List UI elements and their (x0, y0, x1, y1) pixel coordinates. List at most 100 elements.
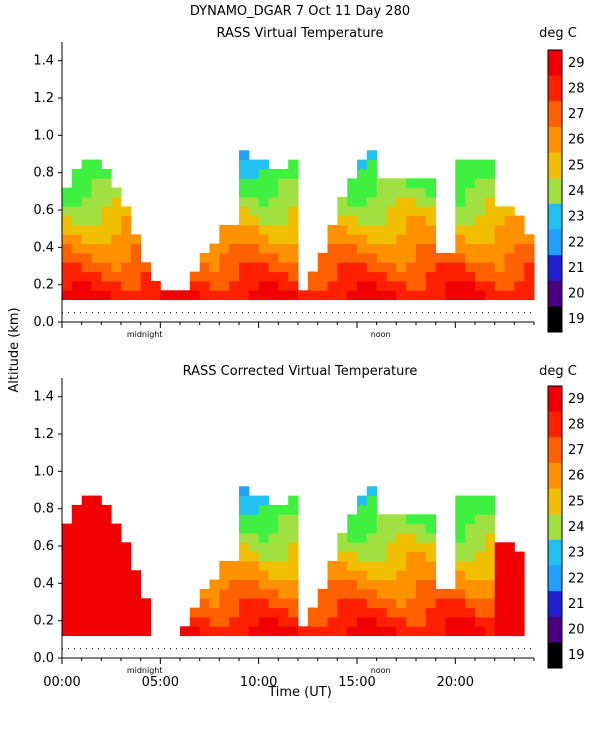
heatmap-cell (91, 159, 102, 170)
heatmap-cell (357, 588, 368, 599)
heatmap-cell (514, 579, 525, 590)
heatmap-cell (189, 271, 201, 282)
heatmap-cell (494, 206, 505, 217)
heatmap-cell (357, 542, 368, 553)
heatmap-cell (514, 224, 525, 235)
colorbar-swatch (548, 75, 562, 102)
heatmap-cell (445, 616, 456, 627)
heatmap-cell (396, 224, 407, 235)
heatmap-cell (71, 215, 83, 226)
heatmap-cell (376, 206, 387, 217)
heatmap-cell (248, 215, 260, 226)
heatmap-cell (278, 262, 289, 273)
heatmap-cell (288, 542, 299, 553)
heatmap-cell (327, 616, 338, 627)
heatmap-cell (435, 280, 446, 291)
heatmap-cell (81, 514, 92, 525)
heatmap-cell (475, 626, 486, 637)
heatmap-cell (278, 626, 289, 637)
heatmap-cell (317, 271, 328, 282)
heatmap-cell (248, 542, 260, 553)
heatmap-cell (465, 532, 476, 543)
heatmap-cell (71, 271, 83, 282)
heatmap-cell (268, 504, 279, 515)
heatmap-cell (475, 514, 486, 525)
heatmap-cell (406, 542, 417, 553)
heatmap-cell (268, 579, 279, 590)
heatmap-cell (465, 262, 476, 273)
heatmap-cell (62, 570, 73, 581)
heatmap-cell (455, 607, 466, 618)
heatmap-cell (258, 607, 269, 618)
y-tick-label: 0.8 (33, 166, 54, 181)
heatmap-cell (288, 280, 299, 291)
heatmap-cell (337, 271, 348, 282)
heatmap-cell (219, 271, 230, 282)
heatmap-cell (494, 570, 505, 581)
heatmap-cell (209, 243, 220, 254)
heatmap-cell (465, 280, 476, 291)
heatmap-cell (337, 551, 348, 562)
colorbar-tick-label: 24 (568, 520, 585, 535)
figure-title: DYNAMO_DGAR 7 Oct 11 Day 280 (190, 4, 410, 19)
heatmap-cell (347, 271, 358, 282)
heatmap-cell (357, 224, 368, 235)
heatmap-cell (347, 598, 358, 609)
heatmap-cell (101, 579, 112, 590)
heatmap-cell (81, 551, 92, 562)
heatmap-cell (425, 196, 437, 207)
heatmap-cell (455, 224, 466, 235)
heatmap-cell (327, 290, 338, 301)
heatmap-cell (465, 588, 476, 599)
heatmap-cell (268, 532, 279, 543)
heatmap-cell (386, 560, 397, 571)
heatmap-cell (465, 551, 476, 562)
heatmap-cell (121, 588, 132, 599)
heatmap-cell (258, 570, 269, 581)
heatmap-cell (376, 579, 387, 590)
heatmap-cell (494, 252, 505, 263)
heatmap-cell (111, 234, 122, 245)
heatmap-cell (81, 532, 92, 543)
heatmap-cell (386, 196, 397, 207)
heatmap-cell (347, 616, 358, 627)
heatmap-cell (288, 579, 299, 590)
heatmap-cell (327, 280, 338, 291)
x-tick-label: 15:00 (338, 675, 375, 690)
heatmap-cell (130, 252, 142, 263)
heatmap-cell (71, 588, 83, 599)
heatmap-cell (258, 243, 269, 254)
heatmap-cell (278, 523, 289, 534)
heatmap-cell (268, 206, 279, 217)
colorbar-swatch (548, 152, 562, 179)
heatmap-cell (386, 178, 397, 189)
heatmap-cell (199, 626, 210, 637)
heatmap-cell (239, 206, 250, 217)
heatmap-cell (229, 579, 240, 590)
heatmap-cell (386, 252, 397, 263)
heatmap-cell (396, 196, 407, 207)
heatmap-cell (425, 570, 437, 581)
heatmap-cell (121, 290, 132, 301)
heatmap-cell (248, 560, 260, 571)
heatmap-cell (327, 243, 338, 254)
heatmap-cell (101, 570, 112, 581)
heatmap-cell (435, 598, 446, 609)
heatmap-cell (366, 532, 378, 543)
heatmap-cell (307, 616, 319, 627)
heatmap-cell (455, 159, 466, 170)
heatmap-cell (337, 290, 348, 301)
heatmap-cell (111, 290, 122, 301)
heatmap-cell (425, 224, 437, 235)
heatmap-cell (219, 560, 230, 571)
heatmap-cell (357, 234, 368, 245)
heatmap-cell (366, 262, 378, 273)
heatmap-cell (288, 168, 299, 179)
heatmap-cell (62, 551, 73, 562)
heatmap-cell (71, 542, 83, 553)
heatmap-cell (101, 280, 112, 291)
heatmap-cell (258, 504, 269, 515)
colorbar-swatch (548, 280, 562, 307)
heatmap-cell (435, 616, 446, 627)
heatmap-cell (455, 178, 466, 189)
